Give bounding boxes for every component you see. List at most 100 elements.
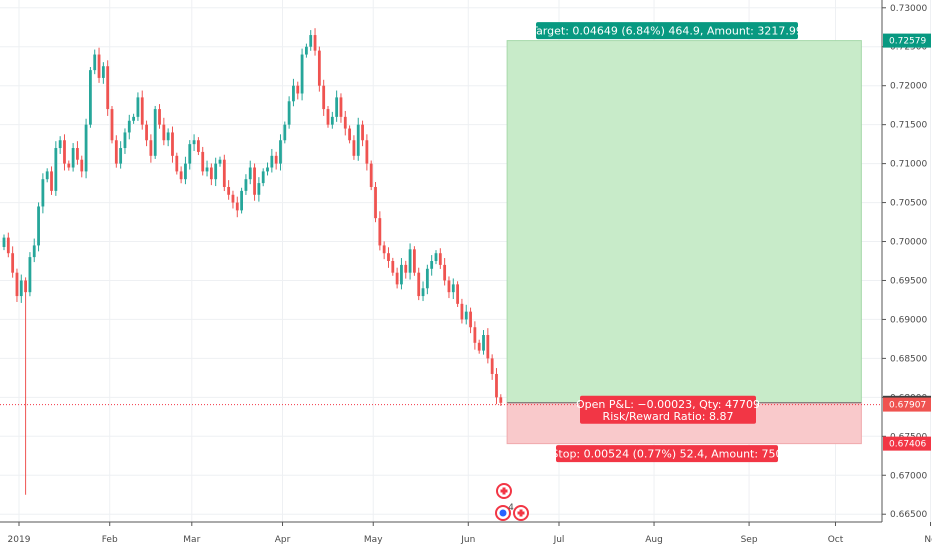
candle-body [400, 264, 403, 285]
event-markers[interactable]: 4 [495, 483, 529, 521]
candle [140, 90, 144, 130]
y-tick-label: 0.72000 [890, 82, 927, 92]
candle [356, 117, 360, 161]
candle-body [292, 85, 295, 102]
candle-body [438, 253, 442, 265]
candle-body [188, 144, 192, 164]
x-tick-label: 2019 [8, 535, 31, 545]
candle [184, 156, 187, 185]
candle-body [184, 163, 187, 180]
candle [41, 173, 45, 214]
candle-body [270, 155, 274, 168]
candle [283, 121, 287, 144]
price-tag: 0.72579 [883, 33, 931, 48]
target-label[interactable]: Target: 0.04649 (6.84%) 464.9, Amount: 3… [530, 22, 803, 40]
candle-body [166, 132, 170, 141]
y-tick-label: 0.72500 [890, 43, 927, 53]
candle [438, 248, 442, 269]
candle [326, 105, 330, 128]
candle [309, 30, 313, 51]
candle-body [248, 167, 252, 180]
pnl-label[interactable]: Open P&L: −0.00023, Qty: 47709Risk/Rewar… [576, 395, 760, 424]
candle-body [374, 186, 377, 219]
candle-body [205, 167, 209, 172]
candle-body [41, 179, 45, 207]
candle-body [28, 257, 32, 293]
candle-body [378, 218, 382, 246]
candle [67, 160, 71, 171]
candle-body [119, 148, 123, 164]
candle-body [490, 358, 494, 374]
candle-body [101, 66, 105, 78]
price-axis[interactable]: 0.73000 0.72500 0.72000 0.71500 0.71000 0.705… [881, 0, 931, 522]
candle [391, 257, 395, 276]
event-group-icon[interactable]: 4 [495, 503, 529, 521]
candle-body [300, 54, 304, 94]
candle [469, 307, 472, 334]
candle-body [283, 124, 287, 141]
position-zones [506, 40, 862, 445]
y-tick-label: 0.66500 [890, 510, 927, 520]
stop-label[interactable]: Stop: 0.00524 (0.77%) 52.4, Amount: 750 [551, 445, 783, 463]
y-tick-label: 0.70500 [890, 199, 927, 209]
candle [434, 250, 438, 265]
candle-body [413, 249, 416, 273]
price-tag-bg [883, 397, 931, 412]
candle-body [477, 342, 481, 351]
candle-body [421, 288, 425, 297]
y-tick-label: 0.69000 [890, 315, 927, 325]
x-tick-label: Sep [741, 535, 758, 545]
candle [421, 281, 425, 302]
candle [240, 187, 243, 214]
candle [313, 28, 317, 56]
candle [248, 160, 252, 185]
candle [63, 134, 66, 171]
candle-body [430, 261, 434, 269]
x-tick-label: Jul [553, 535, 565, 545]
event-group-dot [499, 509, 507, 517]
y-tick-label: 0.71500 [890, 121, 927, 131]
candle [205, 160, 209, 177]
profit-zone [506, 40, 862, 404]
candle [244, 174, 248, 195]
candle-body [37, 206, 40, 246]
price-tag-label: 0.67406 [889, 440, 926, 450]
candle-body [171, 132, 174, 156]
candle [447, 276, 451, 299]
candle [292, 78, 295, 107]
event-flag-icon[interactable] [496, 483, 512, 499]
candle [218, 156, 222, 167]
candle [37, 202, 40, 252]
candle [179, 166, 183, 184]
candle [490, 354, 494, 380]
candle-body [305, 46, 308, 55]
candle-body [482, 335, 485, 351]
event-count-badge: 4 [508, 503, 514, 513]
candle-body [32, 245, 36, 258]
candle-body [209, 167, 213, 180]
candle [451, 278, 455, 300]
y-tick-label: 0.71000 [890, 160, 927, 170]
time-axis[interactable]: 2019 Feb Mar Apr May Jun Jul Aug Sep Oct No [0, 521, 932, 545]
candle [408, 243, 412, 280]
candle [19, 274, 23, 303]
price-tag: 0.67406 [883, 436, 931, 451]
candle [136, 92, 140, 121]
target-label-bg [536, 22, 798, 40]
candle [417, 267, 421, 301]
candle-body [382, 245, 386, 254]
candle-body [197, 140, 200, 152]
candle [132, 113, 135, 124]
candle-body [45, 171, 49, 180]
candle [114, 135, 118, 168]
candle [235, 196, 239, 218]
candle [76, 141, 79, 165]
candle [387, 247, 390, 268]
candle-body [89, 70, 92, 125]
candle-body [67, 163, 71, 168]
candle [6, 232, 10, 258]
candle [166, 128, 170, 147]
candle-body [71, 148, 75, 168]
candle-body [296, 85, 300, 94]
